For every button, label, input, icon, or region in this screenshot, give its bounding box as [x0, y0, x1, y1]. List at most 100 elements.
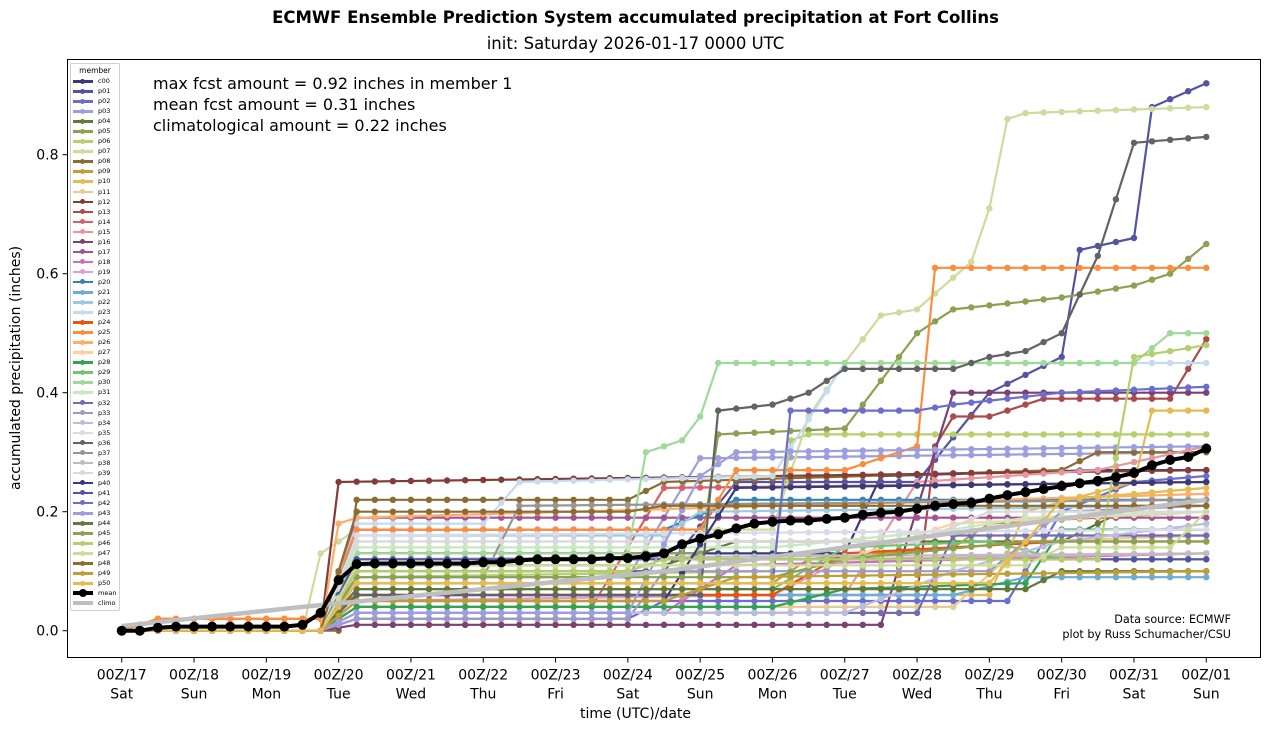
point-p34	[805, 609, 812, 617]
point-p50	[1022, 538, 1029, 545]
point-p44	[968, 585, 975, 593]
point-p23	[407, 520, 415, 527]
point-p50	[913, 579, 921, 587]
point-p06	[895, 431, 903, 438]
point-p36	[516, 591, 523, 599]
point-p17	[516, 514, 523, 521]
point-p16	[570, 621, 577, 628]
point-p30	[1022, 359, 1029, 367]
point-p48	[570, 508, 577, 515]
point-p33	[841, 568, 848, 575]
point-p43	[353, 609, 360, 617]
legend-label: p45	[98, 529, 111, 538]
point-p35	[1040, 527, 1047, 534]
point-p07	[1148, 105, 1156, 113]
point-p30	[950, 359, 957, 367]
point-p28	[805, 594, 812, 602]
x-tick-label-day: Sat	[110, 687, 133, 703]
point-p50	[697, 579, 704, 587]
point-p22	[823, 507, 830, 514]
point-p44	[895, 585, 903, 593]
point-p34	[769, 609, 776, 617]
point-p17	[913, 514, 921, 521]
point-p43	[877, 447, 885, 454]
point-p12	[805, 472, 812, 479]
point-p16	[697, 621, 704, 628]
legend-label: p30	[98, 378, 111, 387]
x-tick-label-day: Sat	[1122, 687, 1145, 703]
point-p45	[1094, 538, 1102, 545]
point-p06	[877, 431, 885, 438]
point-p36	[1058, 330, 1065, 337]
point-p37	[606, 501, 613, 509]
legend-item-p29: p29	[73, 367, 117, 377]
point-p43	[913, 446, 921, 454]
point-p21	[859, 591, 866, 599]
point-p40	[733, 484, 740, 492]
point-p50	[1094, 493, 1102, 500]
point-p35	[1022, 527, 1029, 534]
point-p33	[425, 615, 433, 622]
point-p16	[715, 621, 722, 628]
point-p44	[769, 585, 776, 593]
point-p33	[462, 615, 469, 622]
point-p44	[931, 585, 939, 593]
point-p05	[1148, 276, 1156, 283]
point-p08	[389, 496, 397, 503]
point-p45	[931, 547, 939, 554]
point-p48	[335, 568, 342, 575]
point-p45	[697, 574, 704, 581]
legend-swatch	[73, 137, 93, 145]
legend-label: p47	[98, 549, 111, 558]
point-p30	[751, 359, 758, 367]
point-p23	[642, 475, 650, 483]
point-mean	[134, 625, 145, 636]
legend-swatch	[73, 77, 93, 85]
point-p39	[462, 538, 469, 545]
point-mean	[839, 512, 850, 523]
point-p06	[1203, 431, 1210, 438]
point-p45	[1130, 538, 1138, 545]
point-p07	[859, 336, 866, 343]
point-p46	[913, 556, 921, 563]
point-p06	[1004, 431, 1011, 438]
point-p35	[353, 532, 360, 539]
legend-swatch	[73, 328, 93, 336]
point-p37	[588, 501, 595, 509]
point-p49	[498, 597, 505, 605]
point-p25	[1185, 264, 1192, 271]
point-p31	[877, 533, 885, 540]
legend-label: p24	[98, 318, 111, 327]
point-p40	[715, 513, 722, 520]
point-p48	[1004, 502, 1011, 509]
y-axis: 0.0 0.2 0.4 0.6 0.8	[36, 148, 68, 640]
point-p06	[823, 431, 830, 438]
point-p36	[715, 407, 722, 414]
legend-swatch	[73, 599, 93, 607]
point-p14	[697, 484, 704, 491]
point-p03	[986, 451, 993, 459]
point-p44	[751, 585, 758, 593]
point-p40	[1022, 481, 1029, 488]
point-p43	[1185, 443, 1192, 450]
point-p12	[823, 472, 830, 479]
point-p02	[1203, 472, 1210, 480]
point-p12	[859, 471, 866, 478]
point-p30	[733, 359, 740, 367]
legend-swatch	[73, 499, 93, 507]
point-p08	[552, 496, 559, 503]
point-mean	[532, 554, 543, 565]
point-p41	[1148, 556, 1156, 563]
point-p02	[769, 597, 776, 605]
point-mean	[514, 555, 525, 566]
point-p45	[1203, 538, 1210, 545]
point-p05	[895, 353, 903, 361]
point-p46	[462, 568, 469, 575]
point-p28	[715, 603, 722, 611]
legend-swatch	[73, 157, 93, 165]
point-mean	[1074, 478, 1085, 489]
point-p05	[841, 425, 848, 432]
point-p49	[986, 570, 993, 578]
point-p42	[1076, 388, 1083, 396]
point-p48	[859, 502, 866, 509]
